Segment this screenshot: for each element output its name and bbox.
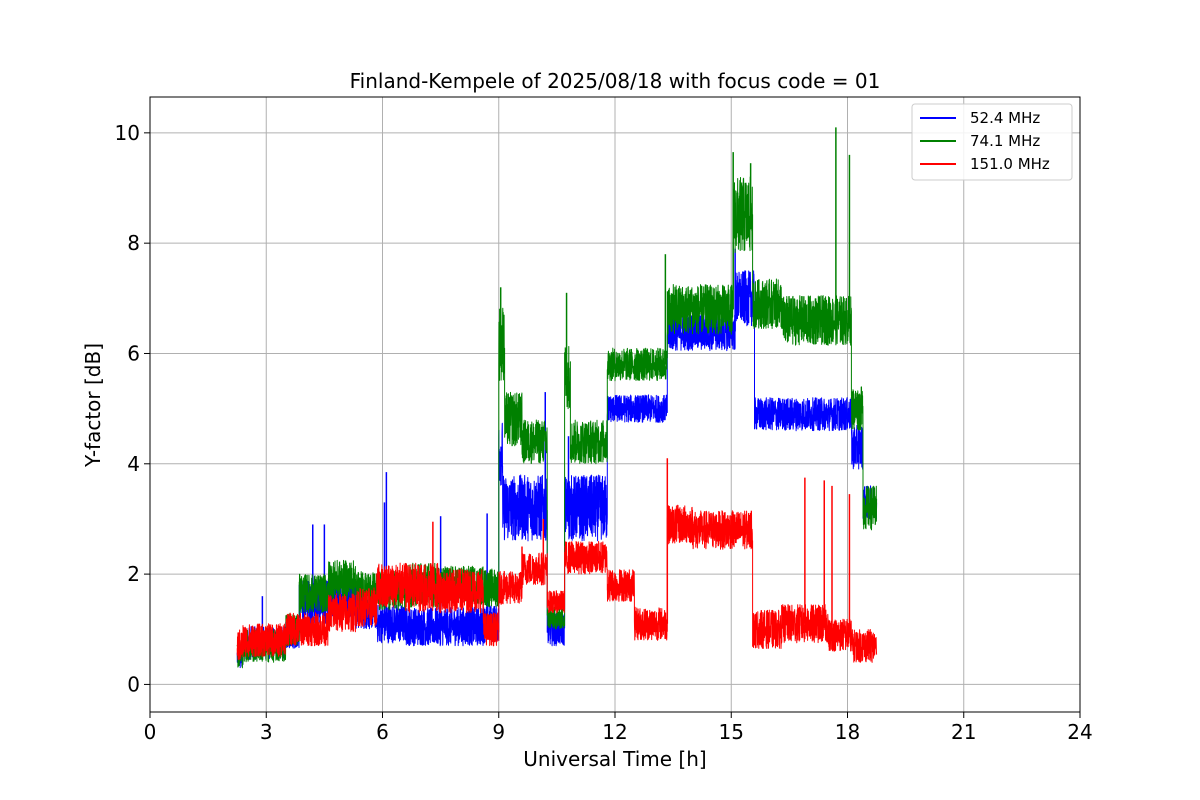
legend: 52.4 MHz 74.1 MHz 151.0 MHz <box>911 103 1073 181</box>
x-tick-label: 9 <box>492 720 505 744</box>
x-tick-label: 0 <box>144 720 157 744</box>
x-tick-label: 12 <box>602 720 627 744</box>
legend-box <box>911 103 1073 181</box>
series-line-1 <box>236 176 878 669</box>
legend-label: 52.4 MHz <box>970 109 1040 127</box>
x-tick-label: 3 <box>260 720 273 744</box>
y-tick-label: 8 <box>127 231 140 255</box>
y-axis-ticks: 0 2 4 6 8 10 <box>115 121 150 696</box>
x-axis-ticks: 0 3 6 9 12 15 18 21 24 <box>144 712 1093 744</box>
x-tick-label: 15 <box>719 720 744 744</box>
x-axis-label: Universal Time [h] <box>523 747 706 771</box>
x-tick-label: 24 <box>1067 720 1092 744</box>
series-line-2 <box>236 504 878 663</box>
y-axis-label: Y-factor [dB] <box>81 343 105 468</box>
chart-title: Finland-Kempele of 2025/08/18 with focus… <box>350 69 881 93</box>
legend-label: 74.1 MHz <box>970 132 1040 150</box>
x-tick-label: 18 <box>835 720 860 744</box>
plot-area <box>236 127 878 669</box>
y-tick-label: 6 <box>127 341 140 365</box>
y-tick-label: 10 <box>115 121 140 145</box>
y-tick-label: 0 <box>127 672 140 696</box>
x-tick-label: 21 <box>951 720 976 744</box>
legend-label: 151.0 MHz <box>970 155 1050 173</box>
y-tick-label: 4 <box>127 452 140 476</box>
x-tick-label: 6 <box>376 720 389 744</box>
y-tick-label: 2 <box>127 562 140 586</box>
